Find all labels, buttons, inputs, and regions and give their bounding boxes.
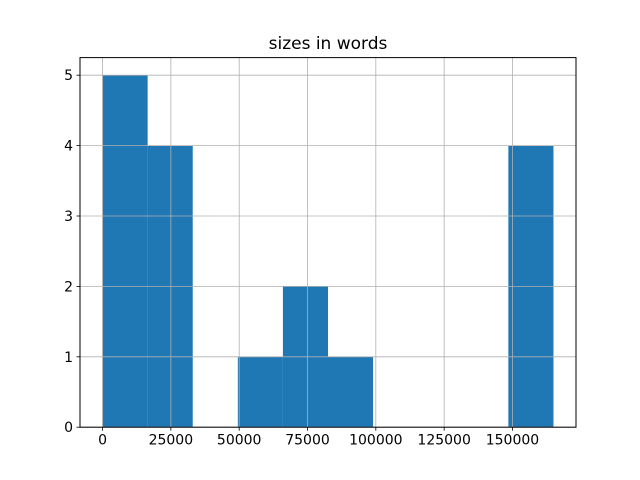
hist-bar (237, 356, 283, 428)
x-tick-label: 150000 (486, 433, 539, 449)
x-tick-label: 50000 (217, 433, 262, 449)
x-tick-label: 25000 (149, 433, 194, 449)
hist-bar (102, 75, 148, 428)
chart-title: sizes in words (268, 34, 388, 54)
x-tick-label: 125000 (417, 433, 470, 449)
y-tick-label: 1 (64, 350, 73, 366)
hist-bar (328, 356, 374, 428)
y-tick-label: 2 (64, 279, 73, 295)
x-tick-label: 0 (98, 433, 107, 449)
x-tick-label: 75000 (285, 433, 330, 449)
y-tick-label: 3 (64, 209, 73, 225)
x-tick-label: 100000 (349, 433, 402, 449)
y-tick-label: 0 (64, 420, 73, 436)
y-tick-label: 5 (64, 68, 73, 84)
y-tick-label: 4 (64, 139, 73, 155)
axes-frame (79, 57, 577, 428)
